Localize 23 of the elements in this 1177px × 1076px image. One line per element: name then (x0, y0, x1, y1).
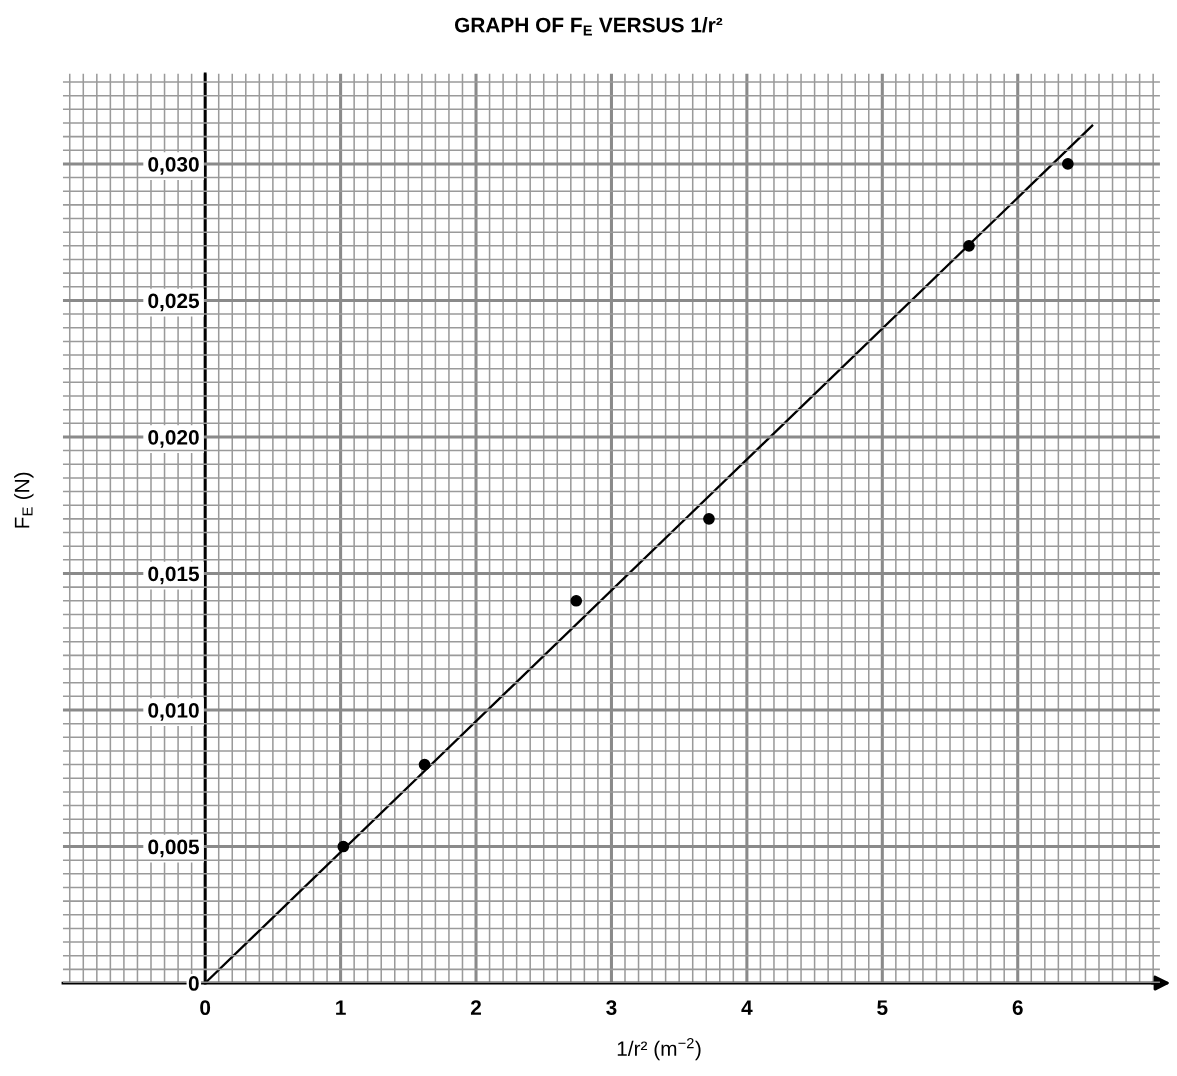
y-tick-label: 0,025 (148, 293, 200, 312)
point (418, 758, 431, 771)
y-tick-label: 0,005 (148, 839, 200, 858)
point (1061, 158, 1074, 170)
y-tick-label: 0,030 (148, 156, 199, 175)
point (337, 840, 350, 853)
y-tick-label: 0,010 (148, 703, 199, 721)
x-tick-label: 6 (1012, 1000, 1023, 1015)
y-tick-label: 0,020 (148, 429, 199, 448)
x-tick-label: 0 (200, 1000, 211, 1015)
y-tick-label: 0,015 (148, 566, 200, 585)
x-tick-label: 2 (470, 1000, 481, 1015)
x-tick-label: 5 (877, 1000, 888, 1015)
y-tick-label: 0 (188, 976, 199, 991)
x-tick-label: 4 (741, 1000, 753, 1015)
x-axis-title: 1/r² (m$^{−2}$) (617, 1037, 701, 1061)
x-tick-label: 3 (606, 1000, 617, 1016)
point (703, 513, 715, 525)
point (963, 239, 975, 252)
y-axis-title: F$_{E}$ (N) (14, 472, 34, 528)
x-tick-label: 1 (336, 1000, 346, 1015)
chart-title: GRAPH OF F$_{E}$ VERSUS 1/r² (454, 17, 723, 36)
point (570, 594, 583, 607)
